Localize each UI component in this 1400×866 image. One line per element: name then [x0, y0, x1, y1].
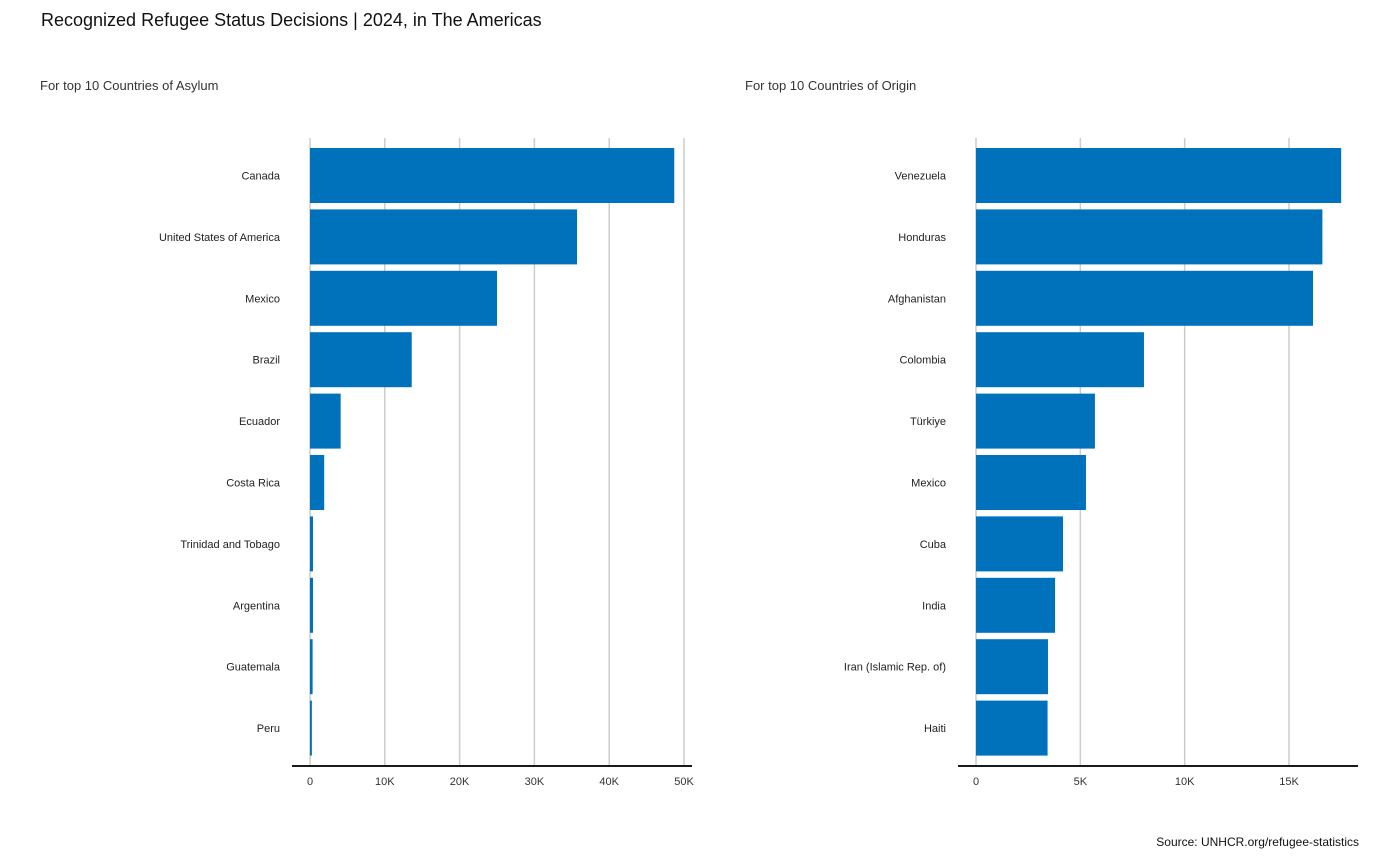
- origin-category-label: Afghanistan: [888, 293, 946, 305]
- asylum-tick-label: 0: [307, 776, 313, 788]
- asylum-bar: [310, 393, 341, 449]
- asylum-bar: [310, 577, 313, 633]
- origin-bar: [976, 455, 1086, 510]
- asylum-tick-label: 50K: [674, 776, 694, 788]
- asylum-tick-label: 30K: [525, 776, 545, 788]
- asylum-bar: [310, 148, 675, 203]
- asylum-bar: [310, 639, 313, 695]
- asylum-bar: [310, 700, 312, 756]
- chart-title: Recognized Refugee Status Decisions | 20…: [41, 10, 542, 30]
- asylum-bar: [310, 332, 412, 388]
- asylum-category-label: Trinidad and Tobago: [180, 539, 280, 551]
- asylum-category-label: Argentina: [233, 600, 281, 612]
- asylum-category-label: Peru: [257, 723, 280, 735]
- origin-tick-label: 10K: [1175, 776, 1195, 788]
- origin-bar: [976, 577, 1056, 633]
- origin-tick-label: 15K: [1279, 776, 1299, 788]
- asylum-category-label: Guatemala: [226, 662, 281, 674]
- source-note: Source: UNHCR.org/refugee-statistics: [1156, 835, 1359, 849]
- asylum-bar: [310, 209, 578, 265]
- origin-category-label: Colombia: [900, 355, 947, 367]
- origin-category-label: Iran (Islamic Rep. of): [844, 662, 946, 674]
- asylum-tick-label: 10K: [375, 776, 395, 788]
- asylum-bar: [310, 516, 313, 572]
- origin-bar: [976, 700, 1048, 756]
- asylum-tick-label: 20K: [450, 776, 470, 788]
- origin-category-label: Mexico: [911, 478, 946, 490]
- asylum-bar: [310, 455, 325, 510]
- asylum-tick-label: 40K: [599, 776, 619, 788]
- asylum-category-label: Brazil: [252, 355, 280, 367]
- origin-tick-label: 5K: [1074, 776, 1088, 788]
- right-chart-subtitle: For top 10 Countries of Origin: [745, 78, 917, 93]
- origin-category-label: Türkiye: [910, 416, 946, 428]
- left-chart-subtitle: For top 10 Countries of Asylum: [40, 78, 219, 93]
- asylum-category-label: United States of America: [159, 232, 281, 244]
- asylum-bar: [310, 270, 497, 326]
- origin-bar: [976, 639, 1048, 695]
- origin-bar: [976, 516, 1064, 572]
- origin-bar: [976, 270, 1313, 326]
- origin-bar: [976, 332, 1144, 388]
- origin-category-label: Haiti: [924, 723, 946, 735]
- origin-bar: [976, 393, 1095, 449]
- origin-category-label: Honduras: [898, 232, 946, 244]
- origin-category-label: Venezuela: [895, 171, 947, 183]
- asylum-category-label: Canada: [241, 171, 280, 183]
- asylum-category-label: Costa Rica: [226, 478, 281, 490]
- origin-category-label: Cuba: [920, 539, 947, 551]
- asylum-category-label: Ecuador: [239, 416, 280, 428]
- origin-tick-label: 0: [973, 776, 979, 788]
- origin-bar: [976, 209, 1323, 265]
- origin-bar: [976, 148, 1342, 203]
- origin-category-label: India: [922, 600, 947, 612]
- asylum-category-label: Mexico: [245, 293, 280, 305]
